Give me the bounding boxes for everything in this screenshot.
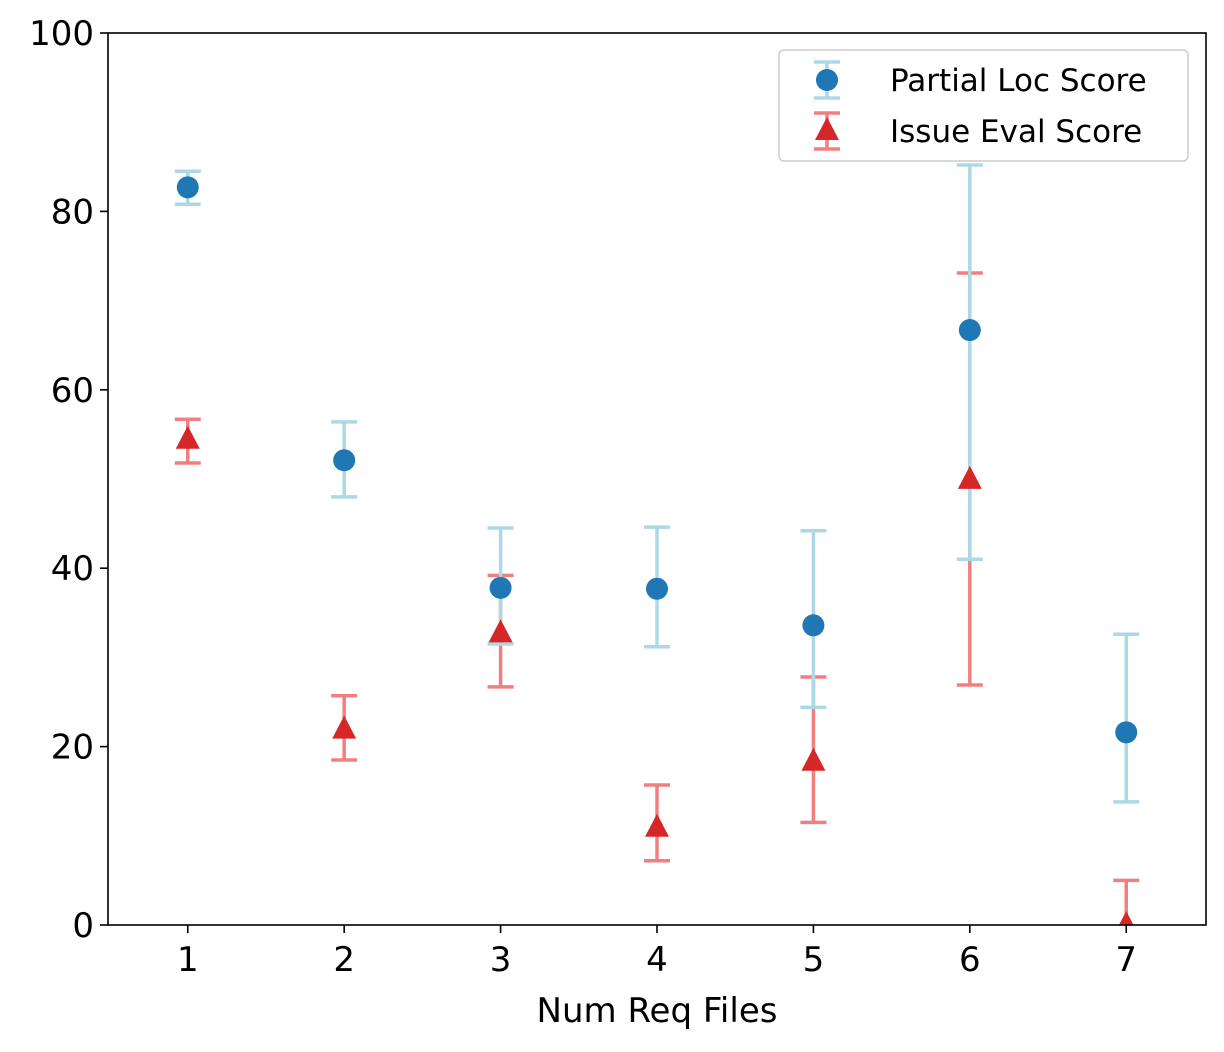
ticks: 1 2 3 4 5 6 7 0 20 40 60 80 100 bbox=[29, 14, 1137, 980]
partial-loc-point bbox=[333, 449, 356, 472]
y-tick-label: 20 bbox=[51, 728, 94, 768]
y-tick-label: 100 bbox=[29, 14, 94, 54]
y-tick-label: 60 bbox=[51, 371, 94, 411]
partial-loc-point bbox=[646, 577, 668, 600]
y-tick-label: 80 bbox=[51, 192, 94, 232]
issue-eval-point bbox=[645, 813, 669, 837]
partial-loc-point bbox=[958, 319, 981, 342]
legend: Partial Loc Score Issue Eval Score bbox=[778, 49, 1189, 162]
partial-loc-point bbox=[176, 176, 199, 199]
partial-loc-point bbox=[489, 576, 512, 599]
x-tick-label: 6 bbox=[959, 940, 981, 980]
x-tick-label: 1 bbox=[177, 940, 199, 980]
x-tick-label: 5 bbox=[803, 940, 825, 980]
legend-label-issue-eval: Issue Eval Score bbox=[890, 114, 1142, 150]
legend-box bbox=[778, 49, 1189, 162]
issue-eval-point bbox=[175, 425, 200, 449]
legend-marker bbox=[816, 69, 838, 91]
y-tick-label: 40 bbox=[51, 549, 94, 589]
partial-loc-error-bar bbox=[1113, 632, 1140, 804]
x-axis-label: Num Req Files bbox=[537, 991, 778, 1031]
issue-eval-point bbox=[1118, 911, 1134, 925]
x-tick-label: 2 bbox=[333, 940, 355, 980]
plot-area bbox=[174, 163, 1140, 925]
legend-handle-partial-loc bbox=[814, 60, 840, 100]
issue-eval-error-bar bbox=[1113, 878, 1140, 925]
x-tick-label: 7 bbox=[1115, 940, 1137, 980]
legend-label-partial-loc: Partial Loc Score bbox=[890, 63, 1147, 99]
partial-loc-point bbox=[1115, 721, 1138, 744]
legend-marker bbox=[815, 117, 839, 140]
partial-loc-error-bar bbox=[956, 163, 983, 562]
issue-eval-point bbox=[488, 619, 513, 643]
y-tick-label: 0 bbox=[72, 906, 94, 946]
issue-eval-point bbox=[332, 715, 357, 739]
issue-eval-point bbox=[957, 465, 982, 489]
partial-loc-point bbox=[802, 614, 825, 637]
x-tick-label: 3 bbox=[490, 940, 512, 980]
issue-eval-point bbox=[801, 747, 826, 771]
legend-handle-issue-eval bbox=[814, 111, 840, 151]
x-tick-label: 4 bbox=[646, 940, 668, 980]
